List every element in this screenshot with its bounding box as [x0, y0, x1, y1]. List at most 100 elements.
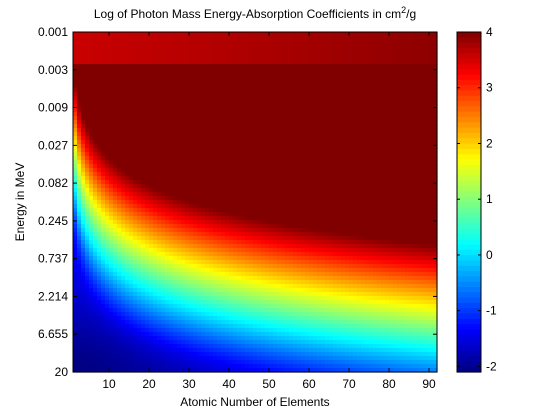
heatmap-cell [165, 44, 170, 49]
heatmap-cell [97, 72, 102, 77]
heatmap-cell [189, 72, 194, 77]
heatmap-cell [225, 276, 230, 281]
heatmap-cell [265, 48, 270, 53]
heatmap-cell [121, 288, 126, 293]
heatmap-cell [101, 276, 106, 281]
heatmap-cell [129, 152, 134, 157]
heatmap-cell [241, 148, 246, 153]
heatmap-cell [281, 52, 286, 57]
heatmap-cell [265, 80, 270, 85]
heatmap-cell [193, 296, 198, 301]
heatmap-cell [125, 96, 130, 101]
heatmap-cell [153, 212, 158, 217]
heatmap-cell [169, 264, 174, 269]
heatmap-cell [245, 220, 250, 225]
heatmap-cell [141, 60, 146, 65]
heatmap-cell [221, 284, 226, 289]
heatmap-cell [277, 252, 282, 257]
heatmap-cell [117, 72, 122, 77]
heatmap-cell [201, 128, 206, 133]
heatmap-cell [121, 324, 126, 329]
heatmap-cell [249, 348, 254, 353]
heatmap-cell [117, 84, 122, 89]
heatmap-cell [269, 128, 274, 133]
heatmap-cell [197, 220, 202, 225]
heatmap-cell [105, 212, 110, 217]
heatmap-cell [85, 272, 90, 277]
heatmap-cell [141, 240, 146, 245]
heatmap-cell [177, 236, 182, 241]
heatmap-cell [93, 140, 98, 145]
heatmap-cell [77, 100, 82, 105]
heatmap-cell [285, 176, 290, 181]
heatmap-cell [153, 220, 158, 225]
heatmap-cell [289, 336, 294, 341]
heatmap-cell [229, 308, 234, 313]
heatmap-cell [285, 284, 290, 289]
heatmap-cell [213, 260, 218, 265]
heatmap-cell [193, 156, 198, 161]
heatmap-cell [253, 328, 258, 333]
heatmap-cell [137, 176, 142, 181]
heatmap-cell [97, 296, 102, 301]
heatmap-cell [285, 140, 290, 145]
heatmap-cell [161, 140, 166, 145]
heatmap-cell [293, 64, 298, 69]
heatmap-cell [137, 128, 142, 133]
heatmap-cell [261, 68, 266, 73]
heatmap-cell [249, 184, 254, 189]
heatmap-cell [225, 304, 230, 309]
heatmap-cell [169, 52, 174, 57]
heatmap-cell [117, 180, 122, 185]
heatmap-cell [121, 148, 126, 153]
heatmap-cell [233, 360, 238, 365]
heatmap-cell [253, 148, 258, 153]
heatmap-cell [129, 196, 134, 201]
heatmap-cell [97, 272, 102, 277]
heatmap-cell [133, 156, 138, 161]
heatmap-cell [209, 284, 214, 289]
heatmap-cell [177, 116, 182, 121]
heatmap-cell [137, 64, 142, 69]
heatmap-cell [157, 132, 162, 137]
heatmap-cell [161, 32, 166, 37]
heatmap-cell [205, 76, 210, 81]
heatmap-cell [265, 272, 270, 277]
heatmap-cell [153, 228, 158, 233]
heatmap-cell [277, 64, 282, 69]
heatmap-cell [221, 40, 226, 45]
heatmap-cell [133, 256, 138, 261]
heatmap-cell [205, 132, 210, 137]
heatmap-cell [245, 140, 250, 145]
heatmap-cell [269, 184, 274, 189]
heatmap-cell [97, 232, 102, 237]
heatmap-cell [141, 368, 146, 373]
heatmap-cell [81, 176, 86, 181]
heatmap-cell [161, 276, 166, 281]
heatmap-cell [141, 280, 146, 285]
heatmap-cell [77, 296, 82, 301]
heatmap-cell [273, 296, 278, 301]
heatmap-cell [297, 352, 302, 357]
heatmap-cell [77, 236, 82, 241]
heatmap-cell [273, 164, 278, 169]
heatmap-cell [181, 176, 186, 181]
heatmap-cell [289, 140, 294, 145]
heatmap-cell [89, 40, 94, 45]
heatmap-cell [77, 276, 82, 281]
heatmap-cell [149, 112, 154, 117]
heatmap-cell [281, 136, 286, 141]
heatmap-cell [161, 268, 166, 273]
heatmap-cell [205, 164, 210, 169]
heatmap-cell [165, 244, 170, 249]
heatmap-cell [129, 296, 134, 301]
heatmap-cell [233, 296, 238, 301]
heatmap-cell [213, 292, 218, 297]
heatmap-cell [253, 116, 258, 121]
heatmap-cell [153, 348, 158, 353]
heatmap-cell [269, 112, 274, 117]
heatmap-cell [293, 272, 298, 277]
heatmap-cell [289, 368, 294, 373]
heatmap-cell [233, 96, 238, 101]
heatmap-cell [269, 256, 274, 261]
